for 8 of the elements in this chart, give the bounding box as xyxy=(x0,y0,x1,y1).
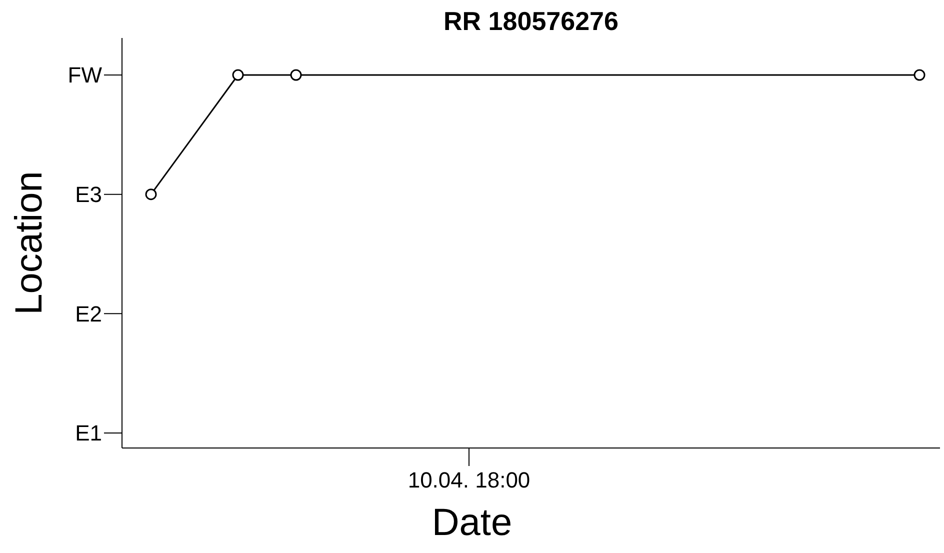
y-axis-title: Location xyxy=(8,171,52,315)
text: E1 xyxy=(75,420,102,446)
text: FW xyxy=(68,62,102,88)
text: E3 xyxy=(75,182,102,208)
text: 10.04. 18:00 xyxy=(408,468,530,493)
chart-title: RR 180576276 xyxy=(442,6,620,37)
x-axis-title: Date xyxy=(430,502,514,545)
text: E2 xyxy=(75,301,102,326)
